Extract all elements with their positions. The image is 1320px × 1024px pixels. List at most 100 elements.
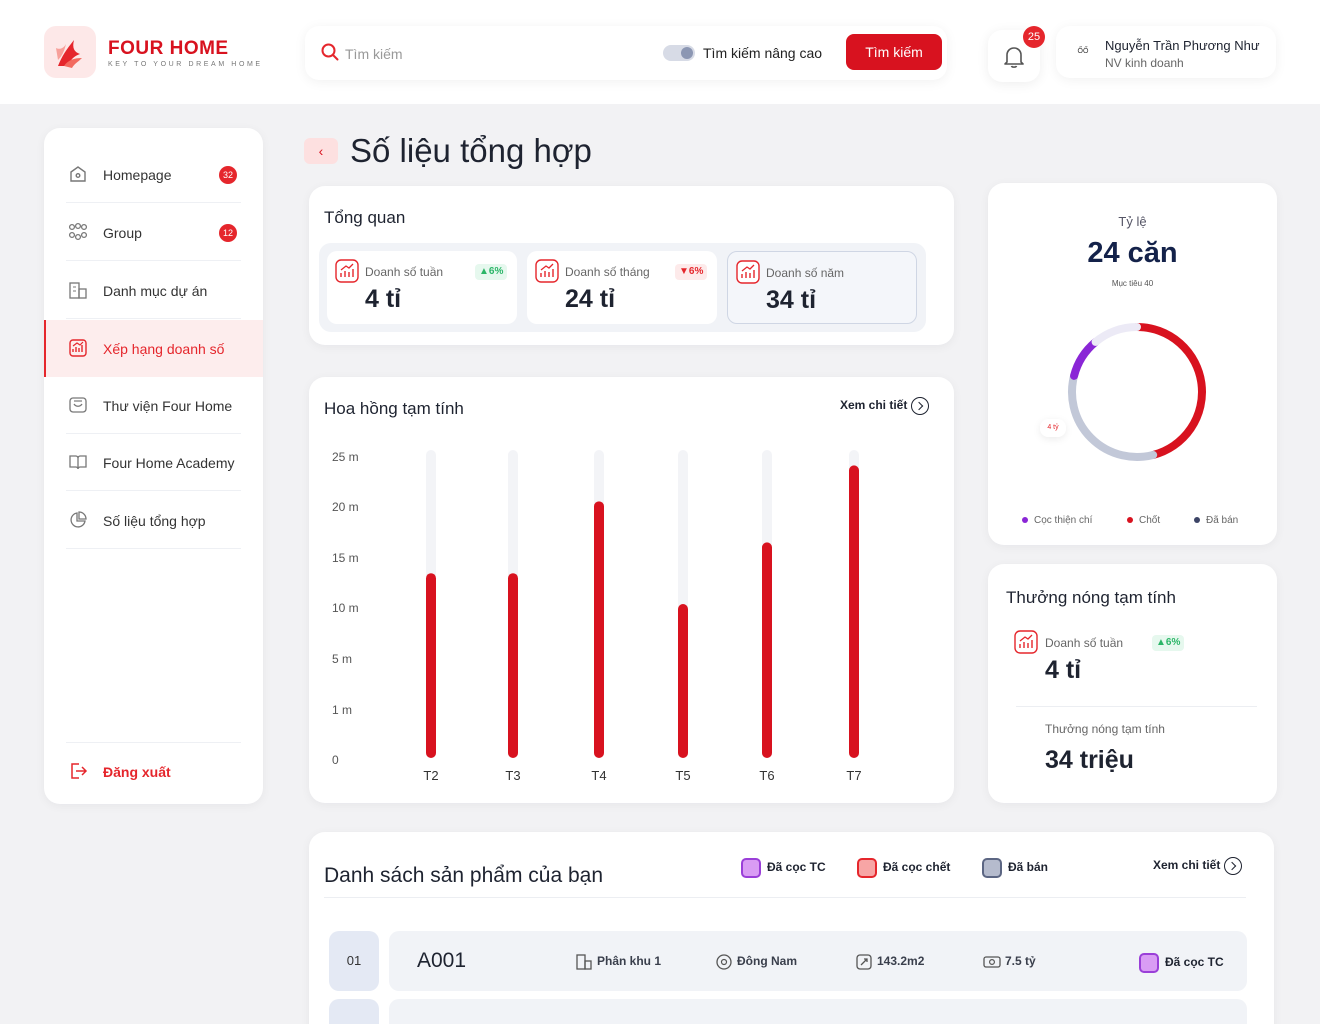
building-icon — [68, 280, 88, 305]
ratio-target: Mục tiêu 40 — [1111, 279, 1154, 288]
bonus-label: Thưởng nóng tạm tính — [1045, 722, 1165, 736]
divider — [66, 490, 241, 491]
status-legend-sold: Đã bán — [982, 856, 1048, 878]
kpi-monthly-sales[interactable]: Doanh số tháng ▼6% 24 tỉ — [527, 251, 717, 324]
user-name: Nguyễn Trần Phương Như — [1105, 38, 1260, 53]
kpi-weekly-sales[interactable]: Doanh số tuần ▲6% 4 tỉ — [327, 251, 517, 324]
search-icon — [321, 43, 339, 66]
view-detail-label: Xem chi tiết — [1153, 858, 1221, 873]
library-icon — [68, 395, 88, 420]
zone-field: Phân khu 1 — [575, 953, 661, 971]
products-view-detail-link[interactable]: Xem chi tiết — [1153, 857, 1243, 875]
status-swatch — [857, 857, 877, 878]
sidebar-item-label: Four Home Academy — [103, 455, 235, 471]
bar-T7[interactable] — [849, 465, 859, 758]
search-button[interactable]: Tìm kiếm — [846, 34, 942, 70]
sidebar-item-label: Xếp hạng doanh số — [103, 341, 225, 357]
legend-item: Cọc thiện chí — [1022, 515, 1092, 526]
area-field: 143.2m2 — [855, 953, 924, 971]
price-value: 7.5 tỷ — [1005, 954, 1036, 969]
commission-view-detail-link[interactable]: Xem chi tiết — [840, 397, 930, 415]
brand-logo[interactable]: FOUR HOME KEY TO YOUR DREAM HOME — [44, 26, 264, 80]
status-swatch — [982, 857, 1002, 878]
ratio-card: Tỷ lệ 24 căn Mục tiêu 40 4 tỷ Cọc thiện … — [988, 183, 1277, 545]
sidebar-item-label: Số liệu tổng hợp — [103, 513, 206, 529]
products-title: Danh sách sản phẩm của bạn — [324, 864, 604, 887]
sidebar-item-group[interactable]: Group 12 — [44, 204, 263, 261]
money-icon — [983, 956, 1001, 968]
legend-label: Đã bán — [1206, 515, 1239, 526]
kpi-yearly-sales[interactable]: Doanh số năm 34 tỉ — [727, 251, 917, 324]
table-row[interactable]: A001 Phân khu 1 Đông Nam 143.2m2 7.5 tỷ … — [389, 931, 1247, 991]
advanced-search-label: Tìm kiếm nâng cao — [703, 45, 823, 61]
trend-badge: ▲6% — [1152, 635, 1185, 651]
sidebar-item-label: Group — [103, 225, 142, 241]
x-tick-label: T6 — [759, 768, 774, 783]
zone-value: Phân khu 1 — [597, 954, 662, 969]
segment-da-ban — [1068, 371, 1158, 461]
bar-T5[interactable] — [678, 604, 688, 758]
status-value: Đã cọc TC — [1165, 955, 1224, 970]
segment-coc-thien-chi — [1070, 337, 1100, 380]
sidebar-item-projects[interactable]: Danh mục dự án — [44, 262, 263, 319]
sidebar-item-label: Thư viện Four Home — [103, 398, 233, 414]
legend-label: Chốt — [1139, 515, 1161, 526]
y-tick-label: 1 m — [332, 703, 352, 717]
x-tick-label: T3 — [505, 768, 520, 783]
y-tick-label: 25 m — [332, 450, 359, 464]
bar-T6[interactable] — [762, 542, 772, 758]
divider — [66, 742, 241, 743]
bar-T4[interactable] — [594, 501, 604, 758]
legend-dot — [1022, 517, 1028, 524]
page-title: Số liệu tổng hợp — [350, 132, 592, 169]
row-number-partial — [329, 999, 379, 1024]
bar-T3[interactable] — [508, 573, 518, 758]
y-tick-label: 0 — [332, 753, 339, 767]
ratio-value: 24 căn — [1087, 237, 1178, 269]
segment-chot — [1133, 323, 1206, 459]
toggle-knob — [681, 47, 693, 59]
x-tick-label: T5 — [675, 768, 690, 783]
divider — [66, 433, 241, 434]
sidebar-item-academy[interactable]: Four Home Academy — [44, 434, 263, 491]
legend-dot — [1127, 517, 1133, 524]
products-card: Danh sách sản phẩm của bạn Đã cọc TC Đã … — [309, 832, 1274, 1024]
sidebar-item-summary[interactable]: Số liệu tổng hợp — [44, 492, 263, 549]
chart-up-icon — [535, 259, 559, 288]
segment-remaining — [1091, 323, 1141, 346]
logout-button[interactable]: Đăng xuất — [44, 743, 263, 800]
status-swatch — [741, 857, 761, 878]
kpi-value: 4 tỉ — [365, 285, 402, 313]
area-icon — [856, 954, 872, 970]
book-icon — [68, 452, 88, 477]
bonus-kpi-value: 4 tỉ — [1045, 656, 1082, 684]
sidebar-item-sales-ranking[interactable]: Xếp hạng doanh số — [44, 320, 263, 377]
legend-item: Đã bán — [1194, 515, 1238, 526]
x-tick-label: T2 — [423, 768, 438, 783]
status-legend-deposit-final: Đã cọc chết — [857, 856, 950, 878]
bonus-title: Thưởng nóng tạm tính — [1006, 588, 1176, 607]
back-button[interactable]: ‹ — [304, 138, 338, 164]
user-profile[interactable]: ỐỐ Nguyễn Trần Phương Như NV kinh doanh — [1056, 26, 1276, 78]
y-tick-label: 10 m — [332, 601, 359, 615]
row-number: 01 — [329, 931, 379, 991]
bar-T2[interactable] — [426, 573, 436, 758]
hot-bonus-card: Thưởng nóng tạm tính Doanh số tuần ▲6% 4… — [988, 564, 1277, 803]
chart-up-icon — [1014, 630, 1038, 659]
advanced-search-toggle[interactable] — [663, 45, 695, 61]
notification-button[interactable]: 25 — [988, 26, 1045, 82]
y-tick-label: 15 m — [332, 551, 359, 565]
divider — [1016, 706, 1257, 707]
sidebar-item-library[interactable]: Thư viện Four Home — [44, 377, 263, 434]
chart-icon — [68, 338, 88, 363]
kpi-label: Doanh số năm — [766, 266, 845, 280]
search-bar: Tìm kiếm nâng cao Tìm kiếm — [305, 26, 947, 80]
product-code: A001 — [417, 949, 467, 972]
table-row-partial[interactable] — [389, 999, 1247, 1024]
sidebar-item-homepage[interactable]: Homepage 32 — [44, 146, 263, 203]
search-input[interactable] — [345, 43, 635, 65]
kpi-label: Doanh số tháng — [565, 265, 650, 279]
kpi-value: 24 tỉ — [565, 285, 616, 313]
brand-tagline: KEY TO YOUR DREAM HOME — [108, 61, 263, 68]
commission-bar-chart: 0 1 m 5 m 10 m 15 m 20 m 25 m T2 T3 T4 T5 T6 T7 — [332, 450, 862, 783]
